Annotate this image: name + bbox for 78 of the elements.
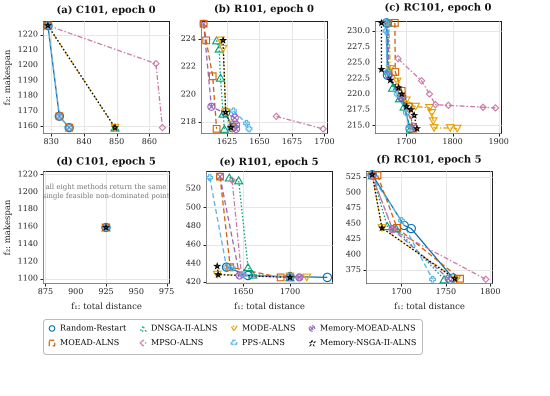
legend-label: MOEAD-ALNS xyxy=(60,338,120,347)
y-tick-label: 1180 xyxy=(18,204,38,214)
y-tick-label: 1180 xyxy=(18,90,38,100)
chart-title: (f) RC101, epoch 5 xyxy=(376,154,482,166)
y-tick-label: 420 xyxy=(186,277,201,286)
y-tick-label: 227.5 xyxy=(347,42,370,51)
chart-title: (a) C101, epoch 0 xyxy=(56,5,156,16)
x-tick-label: 1700 xyxy=(314,137,335,146)
y-tick-label: 215.0 xyxy=(347,120,370,130)
y-tick-label: 1190 xyxy=(18,75,38,84)
y-tick-label: 500 xyxy=(186,202,201,212)
x-axis-title: f₁: total distance xyxy=(234,302,305,312)
chart-title: (d) C101, epoch 5 xyxy=(56,156,156,168)
x-axis-title: f₁: total distance xyxy=(394,302,465,312)
y-tick-label: 1220 xyxy=(18,30,38,39)
y-tick-label: 460 xyxy=(186,240,201,249)
x-tick-label: 925 xyxy=(98,287,114,296)
y-tick-label: 1200 xyxy=(18,60,38,70)
y-tick-label: 225.0 xyxy=(347,58,370,67)
legend-label: Memory-NSGA-II-ALNS xyxy=(320,338,416,347)
chart-title: (b) R101, epoch 0 xyxy=(214,4,314,15)
y-tick-label: 500 xyxy=(346,188,361,197)
y-tick-label: 375 xyxy=(346,265,361,274)
y-tick-label: 222 xyxy=(180,62,196,71)
x-tick-label: 1675 xyxy=(282,137,302,146)
y-tick-label: 520 xyxy=(186,184,201,193)
y-tick-label: 1220 xyxy=(18,169,38,178)
y-tick-label: 218 xyxy=(180,116,196,126)
x-tick-label: 1750 xyxy=(436,287,456,296)
legend-label: DNSGA-II-ALNS xyxy=(151,324,218,333)
legend-label: MODE-ALNS xyxy=(242,324,296,333)
x-tick-label: 1800 xyxy=(442,137,463,146)
x-tick-label: 1650 xyxy=(249,137,270,146)
y-tick-label: 222.5 xyxy=(347,73,370,82)
x-tick-label: 840 xyxy=(76,137,92,146)
x-tick-label: 1625 xyxy=(216,137,238,146)
x-axis-title: f₁: total distance xyxy=(71,302,142,312)
y-tick-label: 1100 xyxy=(18,274,38,283)
x-tick-label: 1700 xyxy=(280,287,300,296)
x-tick-label: 1900 xyxy=(488,137,509,146)
y-tick-label: 1210 xyxy=(18,44,38,54)
x-tick-label: 850 xyxy=(108,137,124,146)
y-tick-label: 1160 xyxy=(18,121,38,130)
y-tick-label: 450 xyxy=(346,218,361,228)
x-tick-label: 860 xyxy=(142,137,158,146)
y-tick-label: 1170 xyxy=(18,106,38,115)
y-tick-label: 440 xyxy=(186,258,201,268)
y-tick-label: 220.0 xyxy=(347,88,370,98)
x-tick-label: 1800 xyxy=(480,287,500,296)
x-tick-label: 1700 xyxy=(391,287,412,296)
x-tick-label: 900 xyxy=(68,287,84,296)
y-tick-label: 217.5 xyxy=(347,104,370,114)
y-tick-label: 230.0 xyxy=(347,26,370,36)
y-tick-label: 425 xyxy=(346,234,361,244)
y-tick-label: 400 xyxy=(346,250,361,259)
y-tick-label: 1140 xyxy=(18,238,38,248)
y-tick-label: 220 xyxy=(180,89,196,98)
x-tick-label: 1650 xyxy=(233,287,254,296)
y-tick-label: 1160 xyxy=(18,222,38,231)
legend-label: Random-Restart xyxy=(60,323,128,332)
y-axis-title: f₂: makespan xyxy=(3,49,13,106)
y-tick-label: 224 xyxy=(180,34,196,43)
y-axis-title: f₂: makespan xyxy=(3,199,13,256)
x-tick-label: 950 xyxy=(128,287,144,296)
x-tick-label: 975 xyxy=(158,287,174,296)
legend-label: Memory-MOEAD-ALNS xyxy=(320,323,416,332)
chart-title: (e) R101, epoch 5 xyxy=(219,156,319,168)
y-tick-label: 1200 xyxy=(18,186,38,196)
legend-label: MPSO-ALNS xyxy=(151,338,204,347)
y-tick-label: 475 xyxy=(346,203,361,212)
legend-label: PPS-ALNS xyxy=(242,338,285,347)
y-tick-label: 480 xyxy=(186,221,201,230)
y-tick-label: 1120 xyxy=(18,256,38,266)
y-tick-label: 525 xyxy=(346,172,361,182)
x-tick-label: 875 xyxy=(38,287,54,296)
x-tick-label: 830 xyxy=(44,137,59,146)
chart-title: (c) RC101, epoch 0 xyxy=(384,2,492,14)
x-tick-label: 1700 xyxy=(396,137,417,146)
